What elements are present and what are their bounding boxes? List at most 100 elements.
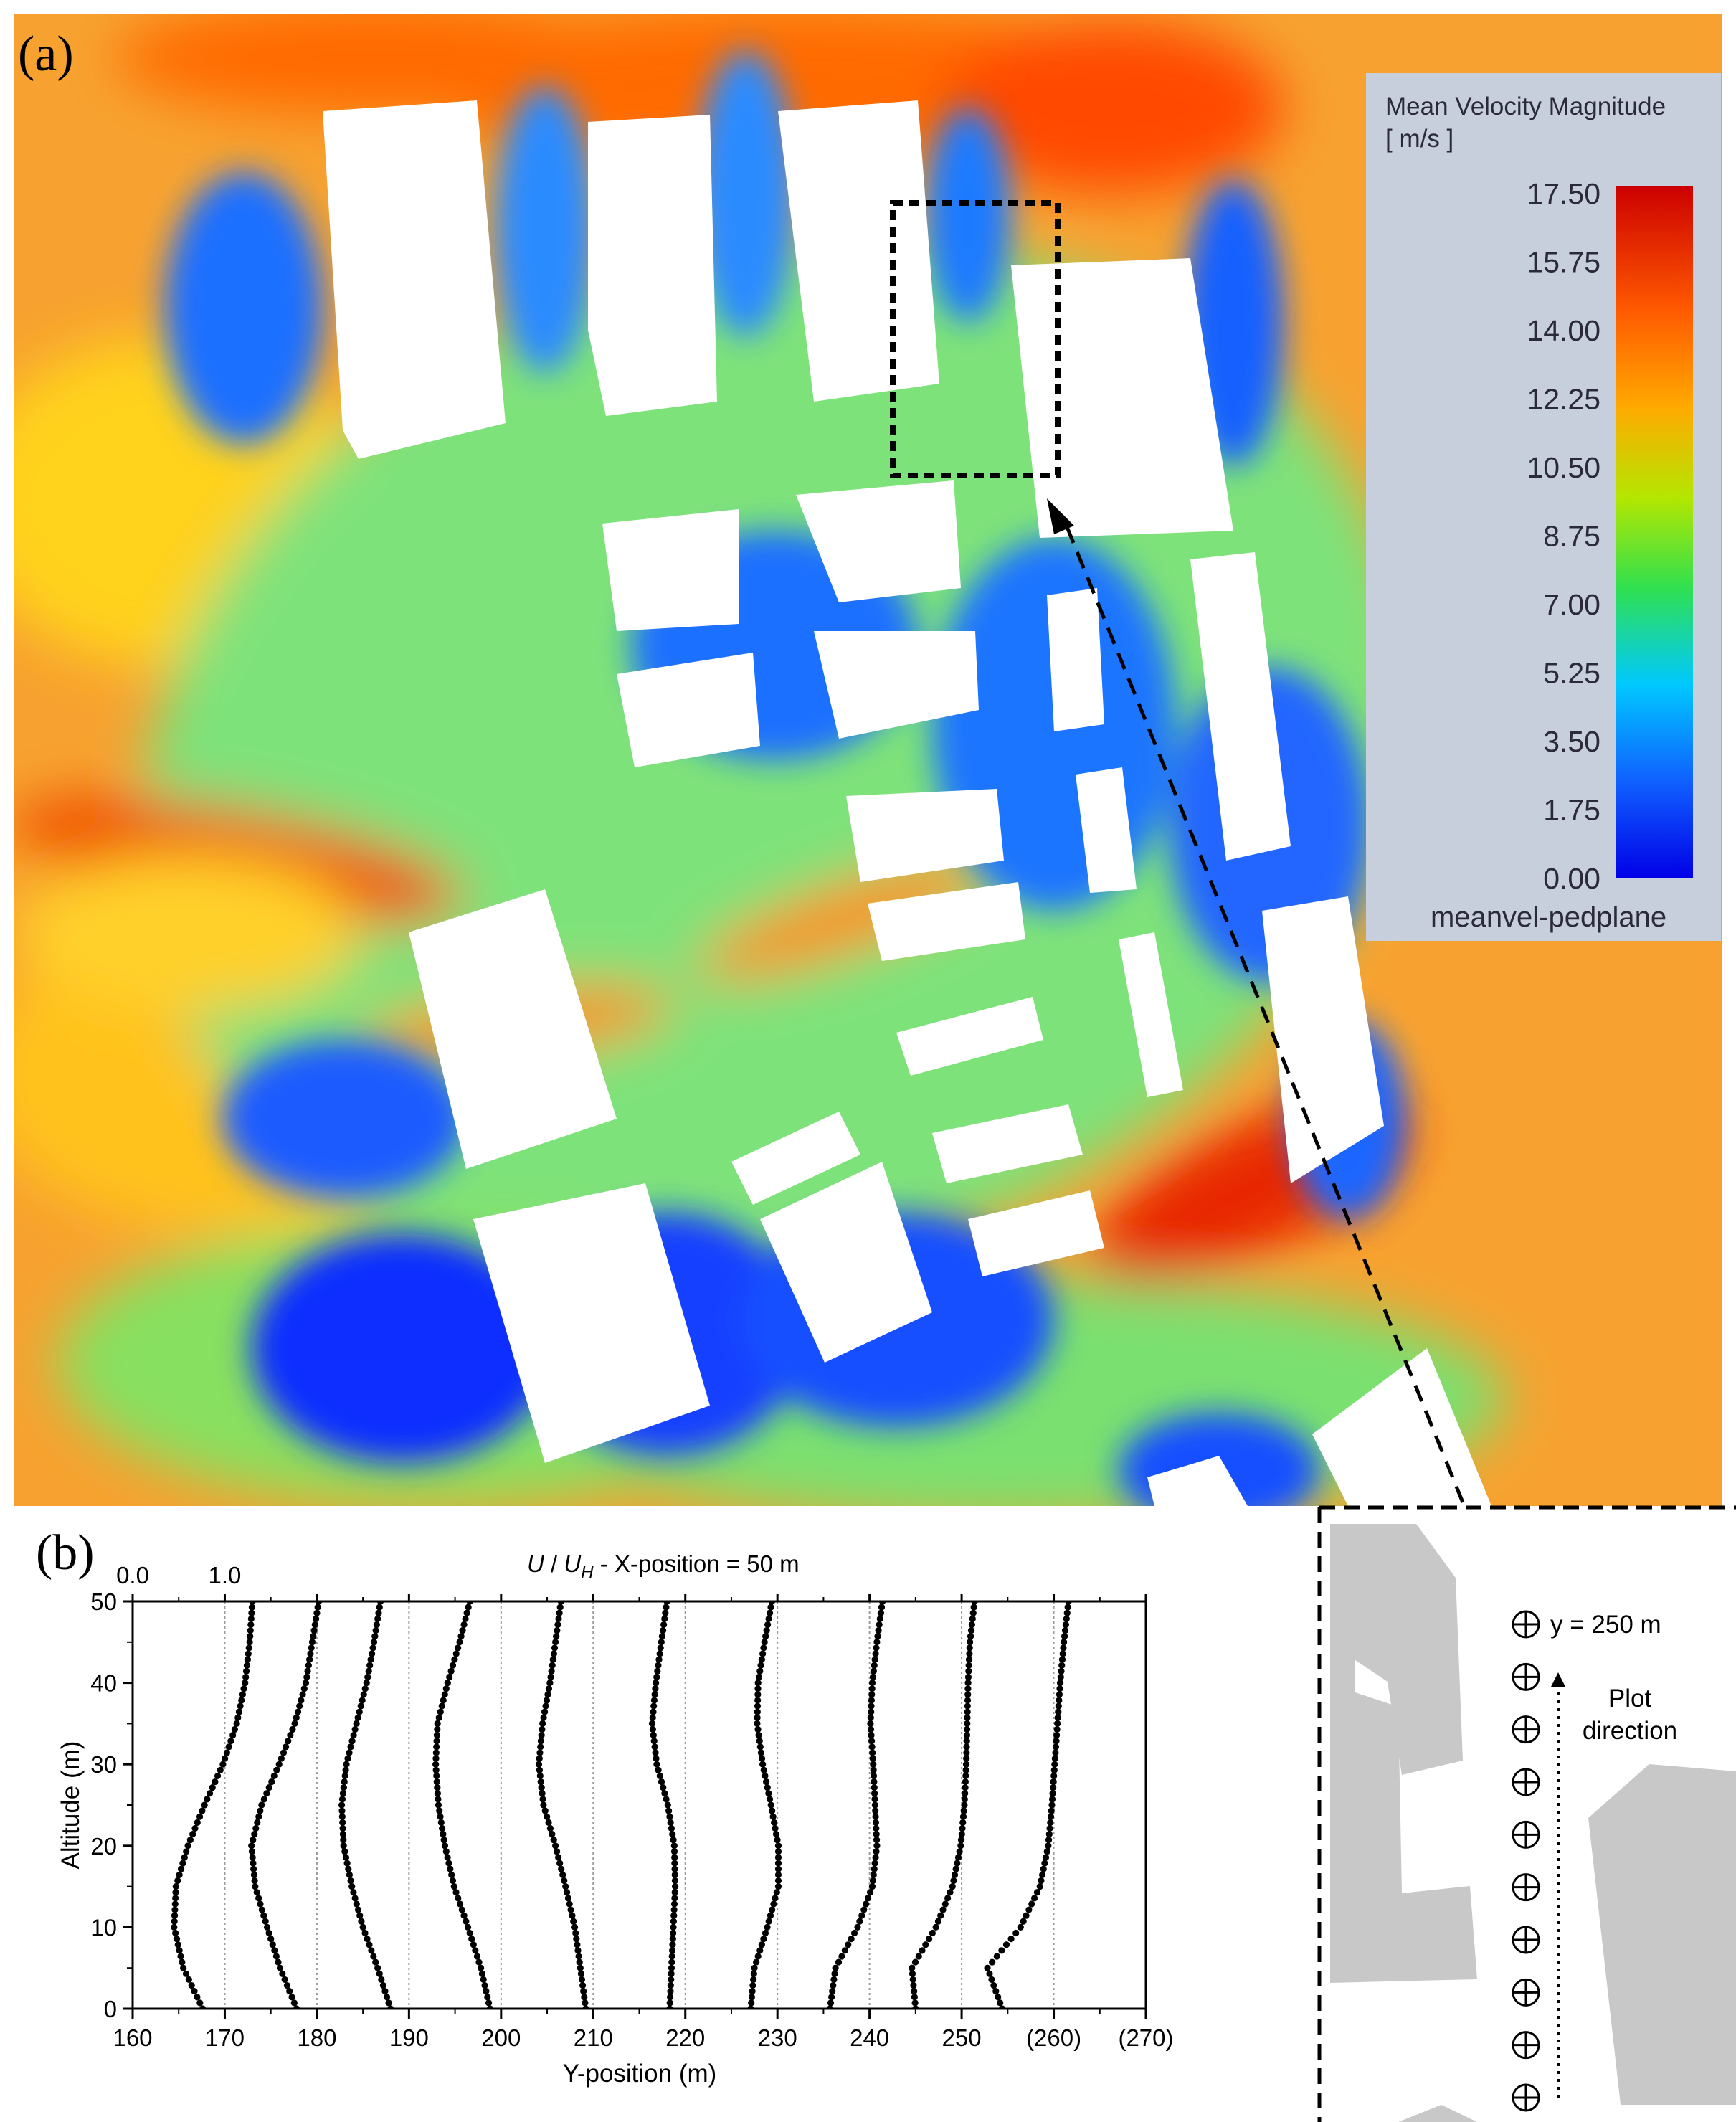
profile-point: [650, 1708, 657, 1715]
profile-point: [554, 1626, 561, 1634]
profile-series: [747, 1601, 782, 2009]
profile-point: [967, 1626, 975, 1634]
building: [846, 789, 1004, 882]
profile-point: [562, 1883, 569, 1890]
profile-point: [280, 1749, 288, 1756]
profile-point: [758, 1755, 766, 1762]
profile-point: [279, 1970, 286, 1977]
profile-point: [661, 1790, 668, 1797]
profile-point: [539, 1720, 546, 1727]
profile-point: [653, 1755, 660, 1762]
profile-point: [1061, 1626, 1069, 1634]
profile-point: [939, 1906, 947, 1913]
profile-point: [432, 1755, 440, 1762]
profile-point: [340, 1784, 347, 1791]
profile-point: [1055, 1708, 1062, 1715]
profile-point: [769, 1807, 776, 1814]
profile-point: [441, 1691, 448, 1698]
profile-point: [354, 1906, 362, 1913]
profile-point: [204, 1796, 211, 1803]
profile-point: [774, 1854, 782, 1861]
building: [588, 115, 717, 416]
profile-point: [219, 1761, 227, 1768]
profile-point: [341, 1772, 348, 1780]
profile-point: [667, 1994, 674, 2001]
profile-point: [171, 1900, 179, 1908]
profile-point: [444, 1680, 451, 1687]
plot-direction-label-2: direction: [1583, 1717, 1677, 1745]
profile-point: [1047, 1819, 1054, 1826]
building: [814, 631, 979, 739]
profile-point: [773, 1889, 780, 1896]
profile-point: [868, 1732, 875, 1739]
profile-point: [959, 1824, 966, 1832]
inset-position-label: y = 250 m: [1550, 1611, 1661, 1639]
profile-point: [250, 1865, 257, 1872]
profile-point: [550, 1837, 557, 1844]
profile-point: [1033, 1889, 1041, 1896]
profile-point: [194, 1819, 201, 1826]
profile-point: [435, 1796, 442, 1803]
profile-point: [1048, 1807, 1055, 1814]
profile-point: [657, 1644, 664, 1652]
profile-point: [358, 1918, 365, 1925]
profile-point: [366, 1662, 374, 1669]
velocity-field-map: Mean Velocity Magnitude [ m/s ] 17.50 15.…: [14, 14, 1722, 1506]
profile-point: [966, 1644, 973, 1652]
profile-point: [552, 1639, 559, 1646]
profile-point: [750, 1976, 757, 1984]
velocity-profiles: [171, 1601, 1072, 2009]
profile-point: [561, 1877, 568, 1885]
profile-point: [670, 1900, 678, 1908]
x-tick-label: (260): [1026, 2024, 1081, 2051]
profile-point: [551, 1644, 559, 1652]
profile-point: [338, 1796, 346, 1803]
plot-direction-label-1: Plot: [1608, 1685, 1652, 1713]
profile-point: [171, 1906, 179, 1913]
profile-point: [571, 1923, 579, 1931]
profile-point: [442, 1848, 450, 1855]
profile-point: [963, 1755, 970, 1762]
profile-point: [455, 1895, 462, 1902]
profile-point: [547, 1673, 554, 1681]
profile-point: [339, 1790, 347, 1797]
profile-point: [356, 1708, 363, 1715]
profile-point: [548, 1667, 555, 1675]
profile-point: [373, 1621, 381, 1629]
profile-point: [658, 1778, 665, 1786]
profile-point: [832, 1964, 839, 1971]
profile-point: [989, 1958, 996, 1966]
profile-point: [868, 1708, 875, 1715]
profile-point: [283, 1743, 290, 1751]
profile-point: [967, 1633, 974, 1640]
profile-point: [438, 1702, 445, 1710]
profile-point: [922, 1941, 929, 1948]
secondary-tick-label: 0.0: [116, 1562, 149, 1588]
profile-point: [764, 1621, 772, 1629]
profile-point: [437, 1708, 444, 1715]
legend-tick-label: 14.00: [1527, 314, 1600, 347]
profile-point: [761, 1639, 768, 1646]
profile-point: [313, 1615, 320, 1622]
profile-point: [466, 1929, 473, 1937]
profile-point: [662, 1609, 669, 1616]
profile-point: [1002, 1941, 1010, 1948]
profile-point: [553, 1633, 560, 1640]
profile-point: [941, 1900, 949, 1908]
profile-point: [446, 1673, 453, 1681]
profile-point: [871, 1796, 878, 1803]
profile-point: [1063, 1609, 1071, 1616]
profile-point: [669, 1941, 676, 1948]
profile-point: [873, 1842, 881, 1849]
profile-point: [1055, 1702, 1062, 1710]
profile-point: [869, 1877, 877, 1885]
profile-point: [570, 1918, 577, 1925]
profile-point: [294, 1708, 302, 1715]
profile-point: [1045, 1830, 1053, 1838]
profile-point: [361, 1929, 369, 1937]
profile-point: [275, 1761, 283, 1768]
legend-tick-label: 8.75: [1543, 520, 1600, 553]
building: [473, 1183, 710, 1463]
profile-point: [767, 1912, 774, 1919]
profile-point: [176, 1947, 183, 1954]
